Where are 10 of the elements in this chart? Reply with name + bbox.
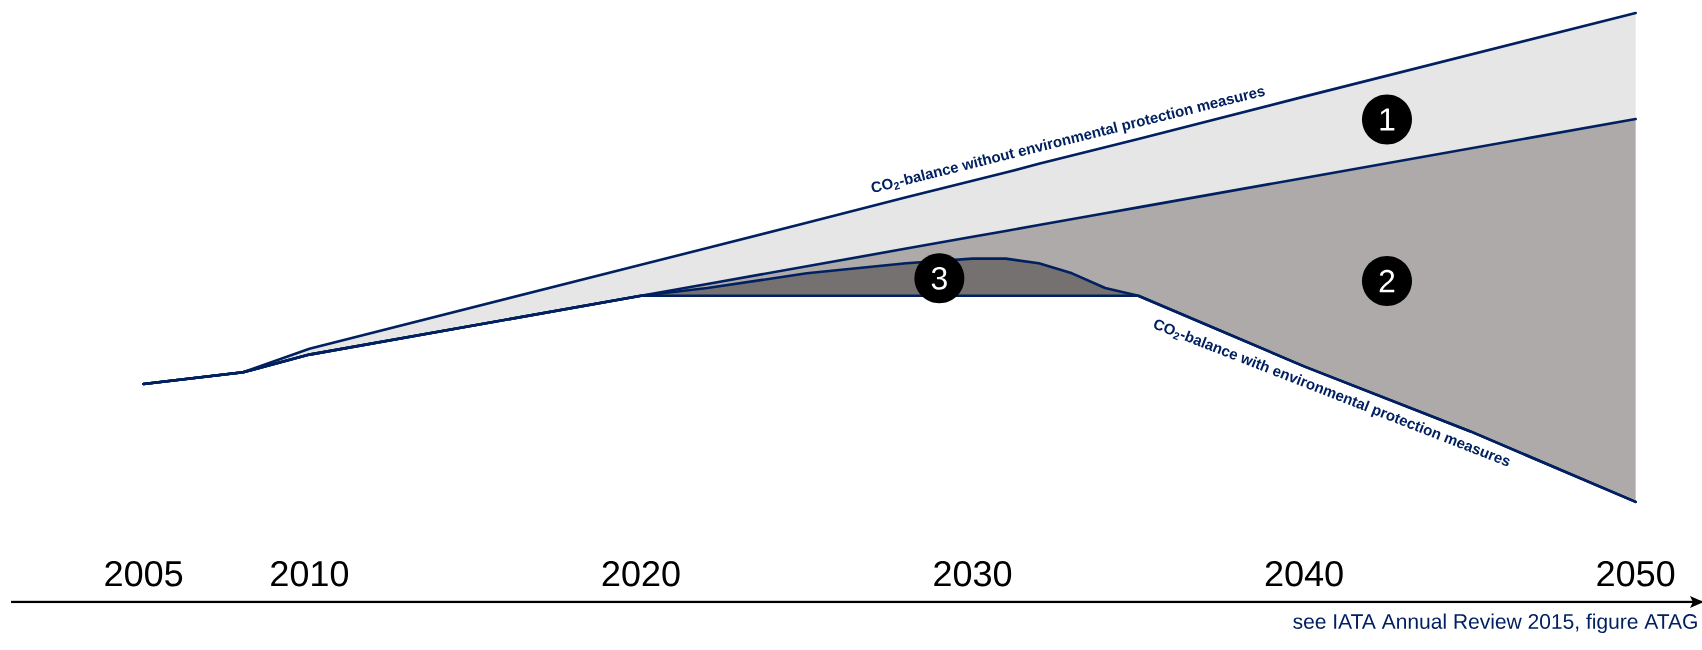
x-tick-label: 2020 [602, 560, 680, 587]
x-tick-label: 2030 [934, 560, 1012, 587]
x-tick-label: 2005 [105, 560, 183, 587]
series-label: 1 [1380, 108, 1395, 131]
series-label: 3 [931, 267, 947, 290]
x-tick-label: 2050 [1597, 560, 1675, 587]
text: see IATA Annual Review 2015, figure ATAG [1293, 613, 1697, 634]
x-tick-label: 2040 [1265, 560, 1343, 587]
x-tick-label: 2010 [271, 560, 349, 587]
series-label: 2 [1379, 269, 1395, 293]
